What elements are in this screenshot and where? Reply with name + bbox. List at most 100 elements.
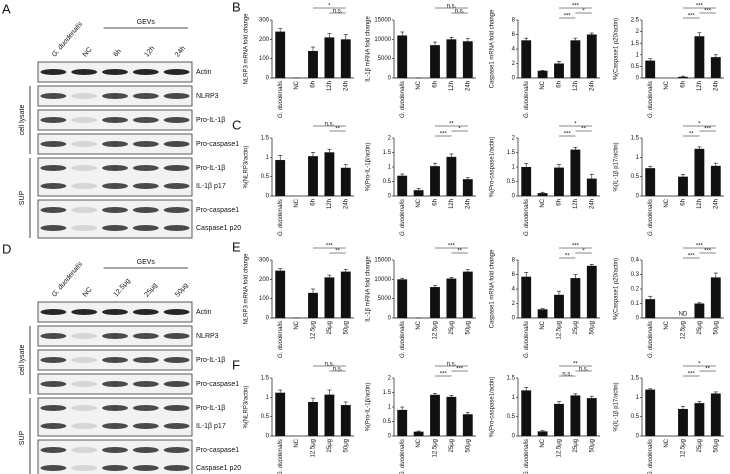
x-tick-label: G. duodenalis	[648, 439, 654, 474]
y-tick-label: 6	[512, 272, 516, 278]
blot-box	[37, 199, 193, 239]
blot-row-label: IL-1β p17	[196, 423, 226, 430]
sig-label: **	[335, 127, 340, 133]
bar	[462, 179, 473, 196]
blot-band	[132, 165, 159, 171]
y-tick-label: 200	[259, 277, 270, 283]
x-tick-label: G. duodenalis	[278, 199, 284, 236]
blot-band	[71, 333, 98, 339]
y-tick-label: 6	[512, 32, 516, 38]
x-tick-label: NC	[664, 320, 670, 329]
blot-band	[163, 141, 190, 147]
bar	[554, 403, 564, 436]
x-tick-label: 6h	[311, 81, 317, 88]
y-tick-label: 1	[266, 155, 270, 161]
blot-band	[40, 183, 67, 189]
sig-label: **	[581, 127, 586, 133]
y-tick-label: 0	[388, 316, 392, 322]
blot-band	[132, 405, 159, 411]
blot-band	[102, 69, 128, 75]
x-tick-label: 25μg	[327, 321, 333, 334]
x-tick-label: 12.5μg	[433, 321, 439, 339]
blot-band	[40, 333, 67, 339]
blot-band	[40, 405, 67, 411]
blot-band	[40, 93, 67, 99]
sig-label: **	[689, 132, 694, 138]
bar	[554, 167, 564, 196]
blot-row-label: Pro-caspase1	[196, 447, 239, 454]
x-tick-label: G. duodenalis	[524, 81, 530, 118]
blot-band	[132, 117, 159, 123]
x-tick-label: 12h	[449, 81, 455, 91]
y-axis-title: Caspase1 mRNA fold change	[490, 249, 496, 328]
blot-band	[163, 183, 190, 189]
y-tick-label: 0	[512, 434, 516, 440]
panel-label: D	[2, 241, 11, 256]
bar	[710, 165, 721, 196]
blot-row-label: Pro-IL-1β	[196, 357, 225, 364]
y-tick-label: 1	[636, 52, 640, 58]
y-tick-label: 0	[388, 194, 392, 200]
bar	[324, 277, 335, 318]
x-tick-label: 12h	[697, 81, 703, 91]
bar	[340, 405, 351, 436]
y-tick-label: 1	[636, 155, 640, 161]
bar	[586, 398, 597, 436]
x-tick-label: 12.5μg	[311, 321, 317, 339]
bar	[413, 431, 424, 436]
section-label: cell lysate	[19, 105, 26, 136]
blot-band	[102, 141, 128, 147]
x-tick-label: NC	[416, 80, 422, 89]
y-axis-title: %(Caspase1 p20/actin)	[614, 18, 620, 80]
panel-label: C	[232, 117, 241, 132]
bar	[308, 156, 318, 196]
lane-label: NC	[82, 46, 94, 58]
sig-label: ***	[448, 244, 456, 250]
bar	[446, 278, 457, 318]
blot-band	[132, 183, 159, 189]
x-tick-label: 6h	[557, 81, 563, 88]
bar	[521, 390, 532, 436]
x-tick-label: G. duodenalis	[278, 439, 284, 474]
lane-label: NC	[82, 286, 94, 298]
y-tick-label: 1	[512, 395, 516, 401]
sig-label: **	[705, 367, 710, 373]
blot-band	[71, 357, 98, 363]
blot-box	[37, 157, 193, 197]
y-tick-label: 1	[512, 165, 516, 171]
x-tick-label: 12h	[327, 199, 333, 209]
x-tick-label: 25μg	[449, 439, 455, 452]
x-tick-label: G. duodenalis	[278, 321, 284, 358]
y-tick-label: 5000	[378, 296, 392, 302]
x-tick-label: NC	[416, 320, 422, 329]
sig-label: n.s.	[579, 367, 589, 373]
sig-label: ***	[440, 372, 448, 378]
y-tick-label: 1.5	[631, 41, 640, 47]
x-tick-label: 12.5μg	[557, 439, 563, 457]
y-tick-label: 0	[266, 316, 270, 322]
blot-band	[102, 465, 128, 471]
blot-band	[132, 309, 159, 315]
y-tick-label: 1.5	[261, 376, 270, 382]
y-tick-label: 0	[512, 76, 516, 82]
blot-band	[132, 207, 159, 213]
bar	[554, 63, 564, 78]
bar	[340, 39, 351, 78]
sig-label: ***	[688, 254, 696, 260]
x-tick-label: 25μg	[697, 439, 703, 452]
y-axis-title: %(Pro-IL-1β/actin)	[366, 143, 372, 192]
blot-band	[163, 381, 190, 387]
bar	[678, 76, 688, 78]
y-tick-label: 4	[512, 287, 516, 293]
bar	[462, 271, 473, 318]
blot-band	[132, 447, 159, 453]
y-tick-label: 0.5	[261, 174, 270, 180]
y-tick-label: 2	[388, 136, 392, 142]
blot-band	[102, 117, 128, 123]
blot-band	[102, 309, 128, 315]
blot-band	[71, 405, 98, 411]
y-tick-label: 2.5	[631, 18, 640, 24]
y-tick-label: 100	[259, 56, 270, 62]
x-tick-label: 12.5μg	[681, 439, 687, 457]
